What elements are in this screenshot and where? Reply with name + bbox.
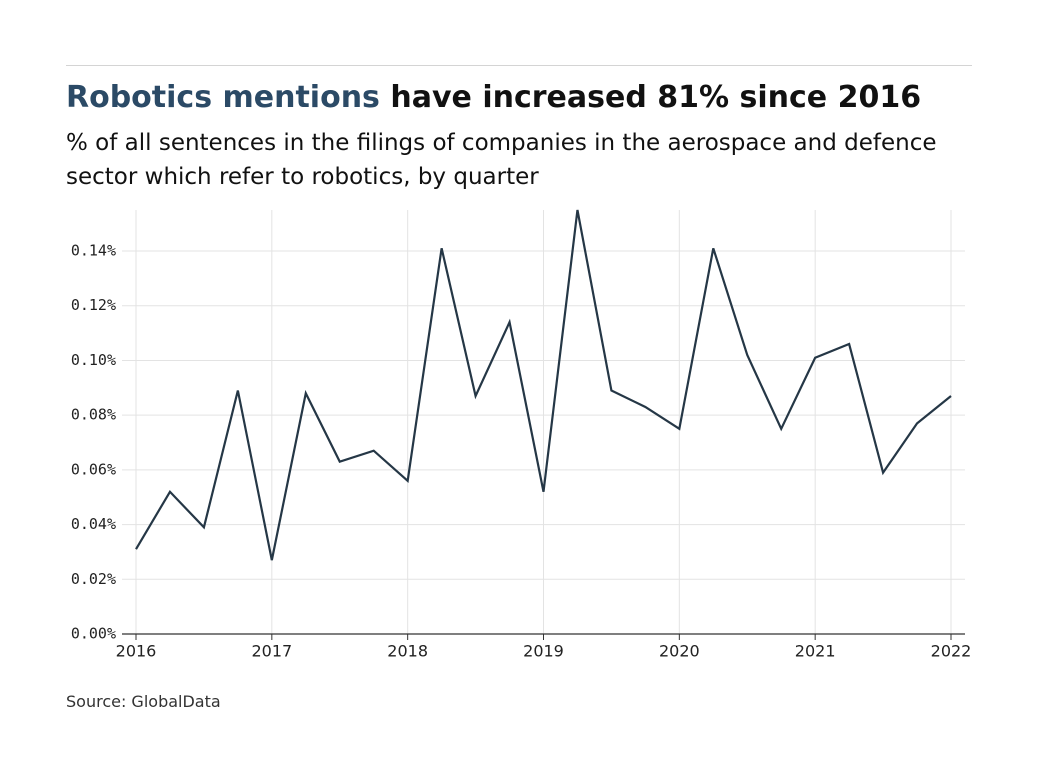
y-tick-label: 0.06% [71,460,116,478]
x-tick-label: 2020 [659,642,700,661]
y-tick-label: 0.02% [71,570,116,588]
title-highlight: Robotics mentions [66,80,380,115]
chart-title: Robotics mentions have increased 81% sin… [66,80,921,115]
y-tick-label: 0.00% [71,625,116,643]
x-tick-label: 2022 [931,642,972,661]
line [135,209,952,561]
x-tick-label: 2017 [251,642,292,661]
x-tick-label: 2019 [523,642,564,661]
x-tick-label: 2018 [387,642,428,661]
y-tick-label: 0.14% [71,242,116,260]
y-tick-label: 0.12% [71,296,116,314]
y-tick-label: 0.08% [71,406,116,424]
y-tick-label: 0.04% [71,515,116,533]
top-rule [66,65,972,66]
chart-subtitle: % of all sentences in the filings of com… [66,130,937,190]
x-tick-label: 2021 [795,642,836,661]
title-rest: have increased 81% since 2016 [390,80,922,115]
x-tick-label: 2016 [116,642,157,661]
chart: 0.00% 0.02% 0.04% 0.06% 0.08% 0.10% 0.12% 0.14%… [71,209,972,661]
source: Source: GlobalData [66,692,221,711]
y-tick-label: 0.10% [71,351,116,369]
